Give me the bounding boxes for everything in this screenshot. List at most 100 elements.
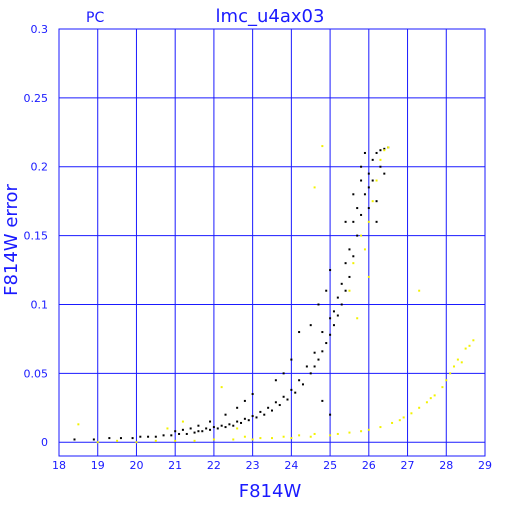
y-tick-label: 0.15: [24, 230, 49, 243]
data-point: [321, 331, 324, 334]
data-point: [251, 438, 254, 441]
data-point: [371, 179, 374, 182]
data-point: [290, 437, 293, 440]
y-tick-label: 0.1: [31, 298, 49, 311]
data-point: [298, 379, 301, 382]
x-tick-label: 21: [168, 459, 182, 472]
data-point: [205, 427, 208, 430]
data-point: [274, 401, 277, 404]
data-point: [402, 416, 405, 419]
data-point: [325, 289, 328, 292]
data-point: [352, 193, 355, 196]
x-tick-label: 24: [284, 459, 298, 472]
data-point: [193, 439, 196, 442]
data-point: [375, 220, 378, 223]
data-point: [243, 399, 246, 402]
data-point: [383, 172, 386, 175]
data-point: [445, 379, 448, 382]
data-point: [220, 424, 223, 427]
data-point: [360, 213, 363, 216]
data-point: [290, 358, 293, 361]
data-point: [317, 358, 320, 361]
data-point: [464, 347, 467, 350]
data-point: [360, 430, 363, 433]
data-point: [336, 432, 339, 435]
data-point: [371, 158, 374, 161]
data-point: [154, 439, 157, 442]
data-point: [433, 394, 436, 397]
data-point: [367, 220, 370, 223]
data-point: [174, 430, 177, 433]
data-point: [375, 151, 378, 154]
data-point: [468, 344, 471, 347]
data-point: [251, 415, 254, 418]
data-point: [301, 383, 304, 386]
data-point: [329, 269, 332, 272]
data-point: [271, 409, 273, 412]
data-point: [232, 424, 235, 427]
data-point: [212, 438, 215, 441]
x-tick-label: 28: [439, 459, 453, 472]
data-point: [212, 426, 215, 429]
data-point: [147, 435, 150, 438]
data-point: [274, 379, 277, 382]
data-point: [135, 441, 138, 444]
data-point: [193, 431, 196, 434]
data-point: [305, 365, 308, 368]
data-point: [119, 437, 122, 440]
x-tick-label: 27: [401, 459, 415, 472]
x-tick-label: 29: [478, 459, 492, 472]
data-point: [356, 317, 359, 320]
data-point: [348, 289, 351, 292]
y-tick-label: 0.3: [31, 23, 49, 36]
data-points: [73, 145, 475, 444]
y-tick-label: 0: [41, 436, 48, 449]
data-point: [356, 234, 359, 237]
data-point: [371, 200, 374, 203]
data-point: [367, 428, 370, 431]
data-point: [325, 342, 328, 345]
data-point: [367, 275, 370, 278]
data-point: [313, 186, 316, 189]
data-point: [363, 151, 366, 154]
data-point: [255, 416, 258, 419]
data-point: [139, 435, 142, 438]
y-tick-label: 0.25: [24, 92, 49, 105]
data-point: [236, 427, 239, 430]
data-point: [220, 386, 223, 389]
grid-lines: [59, 29, 485, 456]
data-point: [174, 439, 177, 442]
data-point: [348, 248, 351, 251]
data-point: [181, 420, 184, 423]
data-point: [375, 179, 378, 182]
data-point: [332, 324, 335, 327]
x-tick-labels: 18 19 20 21 22 23 24 25 26 27 28 29: [52, 459, 492, 472]
data-point: [367, 186, 370, 189]
data-point: [189, 427, 192, 430]
data-point: [398, 419, 401, 422]
data-point: [329, 434, 332, 437]
y-tick-labels: 0 0.05 0.1 0.15 0.2 0.25 0.3: [24, 23, 49, 449]
data-point: [441, 386, 444, 389]
data-point: [360, 165, 363, 168]
data-point: [360, 179, 363, 182]
chart-title: lmc_u4ax03: [216, 6, 325, 27]
data-point: [379, 158, 382, 161]
data-point: [108, 437, 111, 440]
data-point: [329, 333, 332, 336]
data-point: [236, 420, 239, 423]
data-point: [321, 145, 324, 148]
data-point: [379, 165, 382, 168]
data-point: [271, 437, 273, 440]
data-point: [340, 303, 343, 306]
data-point: [236, 406, 239, 409]
data-point: [259, 410, 262, 413]
data-point: [294, 391, 297, 394]
data-point: [472, 339, 475, 342]
data-point: [185, 432, 188, 435]
x-tick-label: 23: [246, 459, 260, 472]
data-point: [429, 397, 432, 400]
data-point: [201, 430, 204, 433]
data-point: [367, 172, 370, 175]
data-point: [383, 147, 386, 150]
